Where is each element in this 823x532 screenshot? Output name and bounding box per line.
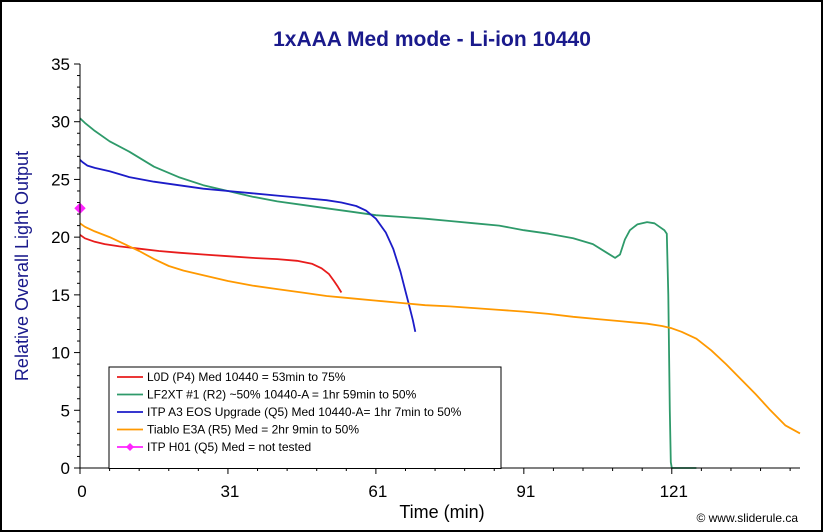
legend-label-1: L0D (P4) Med 10440 = 53min to 75% [147,370,346,384]
series-line-4 [79,222,801,435]
series-line-3 [79,159,417,332]
y-tick-label: 25 [51,170,70,189]
legend-label-5: ITP H01 (Q5) Med = not tested [147,440,311,454]
y-tick-label: 20 [51,228,70,247]
x-tick-label: 0 [77,482,86,501]
x-tick-label: 91 [516,482,535,501]
series-line-1 [79,234,343,293]
x-tick-label: 31 [220,482,239,501]
x-axis-title: Time (min) [399,502,484,522]
series-line-2 [79,117,697,469]
y-tick-label: 5 [61,401,70,420]
y-tick-label: 10 [51,344,70,363]
x-tick-label: 61 [368,482,387,501]
legend-box [108,366,502,469]
y-axis-title: Relative Overall Light Output [12,151,32,381]
y-tick-label: 15 [51,286,70,305]
y-tick-label: 35 [51,55,70,74]
credit-text: © www.sliderule.ca [696,511,798,525]
legend-label-4: Tiablo E3A (R5) Med = 2hr 9min to 50% [147,423,359,437]
y-tick-label: 30 [51,113,70,132]
legend: L0D (P4) Med 10440 = 53min to 75% LF2XT #… [108,366,502,469]
legend-label-2: LF2XT #1 (R2) ~50% 10440-A = 1hr 59min t… [147,388,417,402]
y-tick-label: 0 [61,459,70,478]
legend-label-3: ITP A3 EOS Upgrade (Q5) Med 10440-A= 1hr… [147,405,462,419]
x-tick-label: 121 [660,482,688,501]
legend-marker-5 [126,443,134,451]
chart-title: 1xAAA Med mode - Li-ion 10440 [273,28,591,51]
series-layer [74,117,801,469]
